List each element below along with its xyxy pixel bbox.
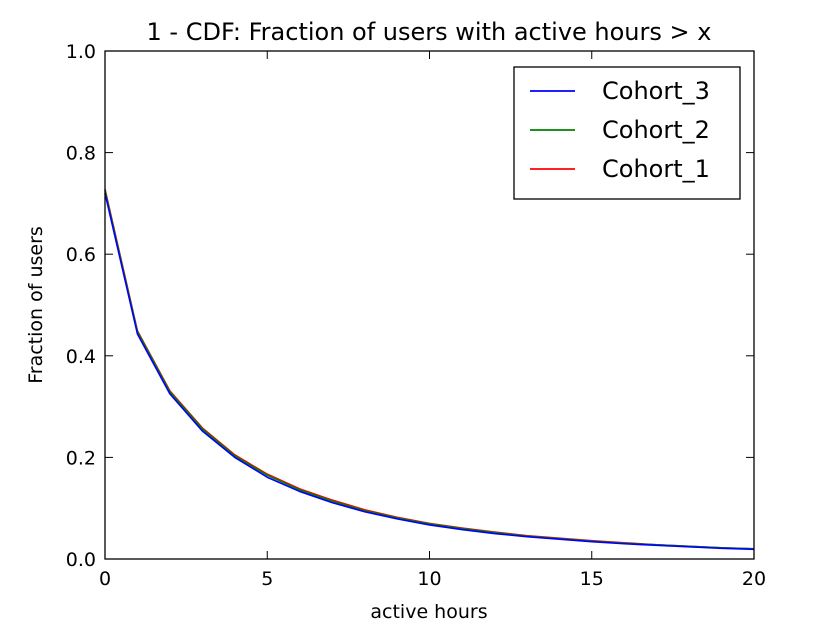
- y-tick-label: 0.0: [66, 549, 96, 571]
- y-axis-label: Fraction of users: [25, 226, 47, 384]
- y-tick-label: 0.6: [66, 244, 96, 266]
- chart-title: 1 - CDF: Fraction of users with active h…: [147, 18, 712, 46]
- series-line-cohort-2: [104, 190, 755, 550]
- x-axis-label: active hours: [370, 601, 487, 623]
- series-lines: [104, 189, 755, 551]
- y-tick-label: 0.8: [66, 143, 96, 165]
- x-tick-label: 5: [261, 568, 273, 590]
- x-tick-label: 15: [580, 568, 604, 590]
- x-tick-label: 0: [99, 568, 111, 590]
- axis-ticks: 0 5 10 15 20 0.0 0.2 0.4 0.6 0.8 1.0: [66, 41, 766, 590]
- x-tick-label: 10: [417, 568, 441, 590]
- series-line-cohort-3: [104, 193, 755, 551]
- x-tick-label: 20: [742, 568, 766, 590]
- legend-label: Cohort_2: [602, 116, 710, 144]
- series-line-cohort-1: [104, 189, 755, 550]
- legend: Cohort_3 Cohort_2 Cohort_1: [513, 66, 741, 200]
- legend-box: [513, 66, 741, 200]
- y-tick-label: 1.0: [66, 41, 96, 63]
- legend-label: Cohort_1: [602, 155, 710, 183]
- legend-label: Cohort_3: [602, 77, 710, 105]
- y-tick-label: 0.2: [66, 447, 96, 469]
- y-tick-label: 0.4: [66, 346, 96, 368]
